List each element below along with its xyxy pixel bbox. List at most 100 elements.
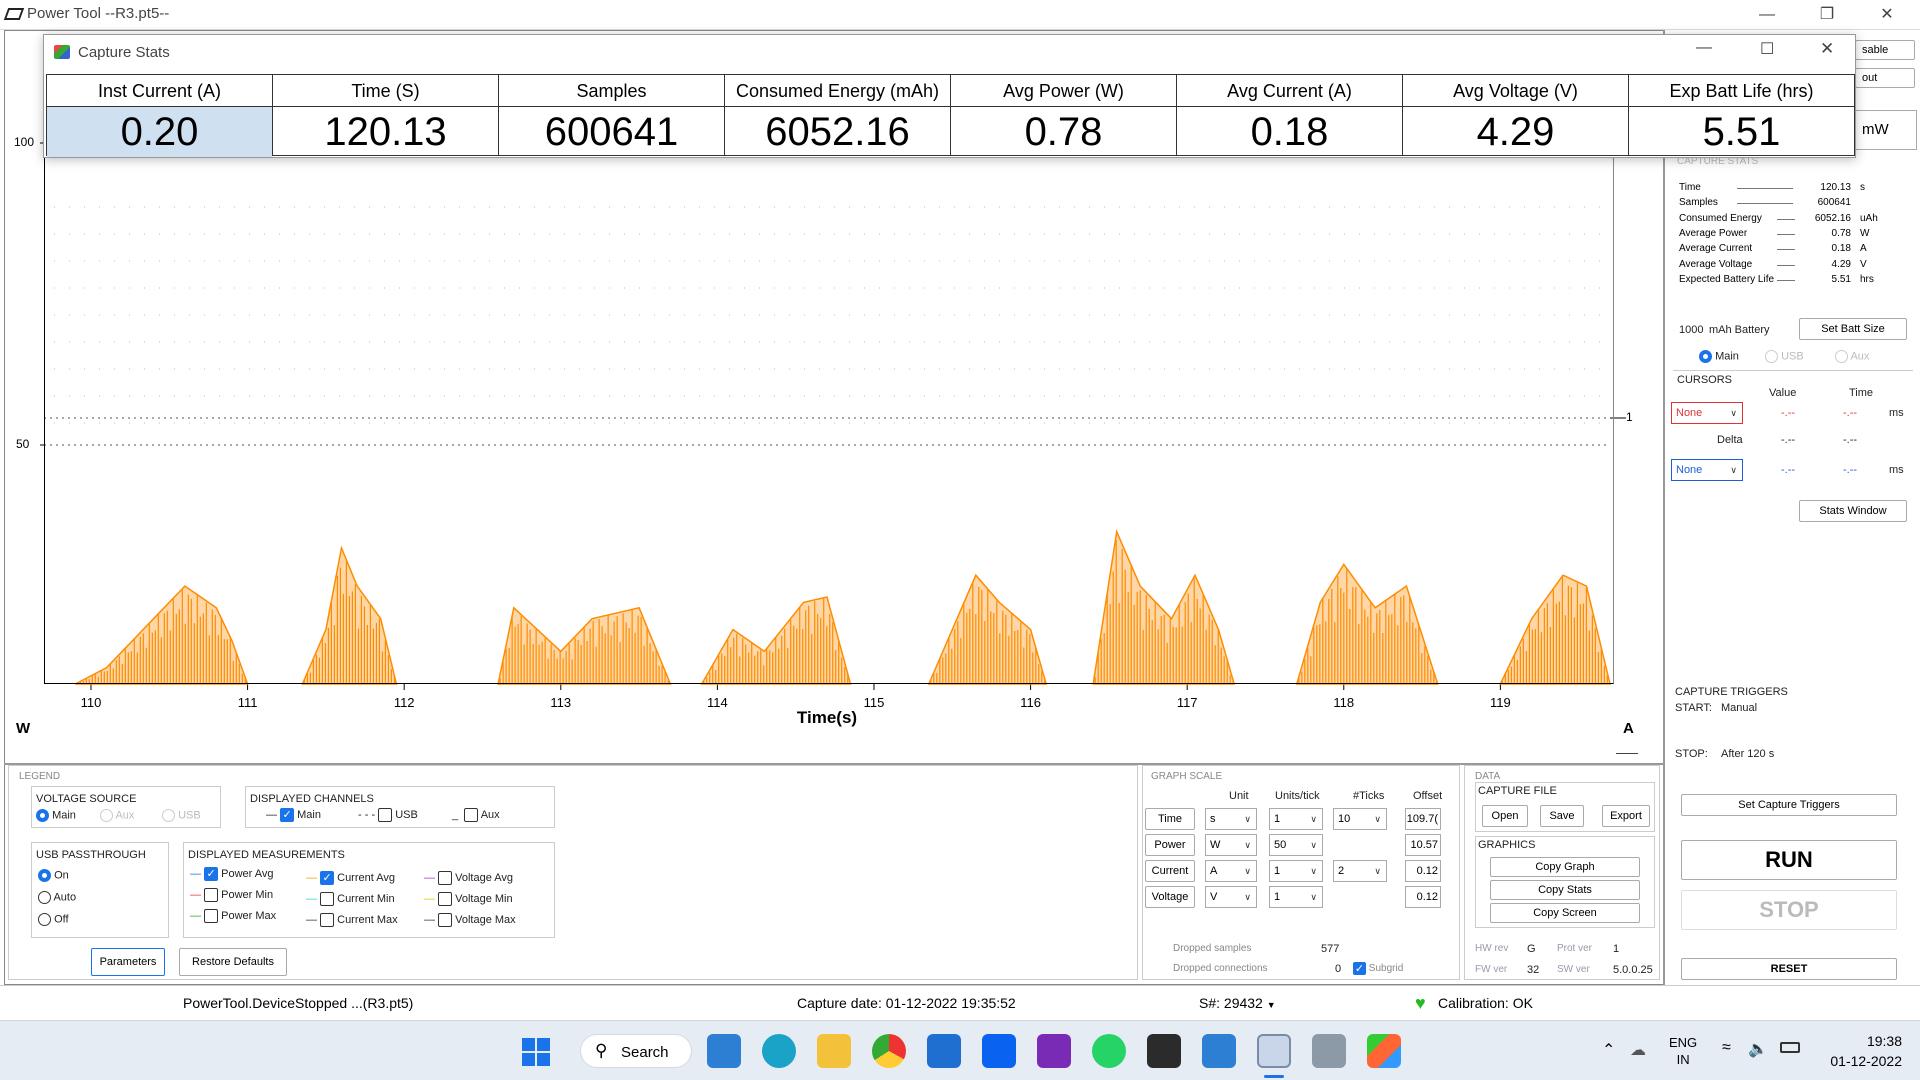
y-axis-label-50: 50 [16, 437, 30, 451]
volume-icon[interactable]: 🔈 [1748, 1041, 1768, 1058]
edge-icon[interactable] [762, 1034, 796, 1068]
vsrc-main[interactable]: Main [36, 809, 76, 822]
dropbox-icon[interactable] [982, 1034, 1016, 1068]
power-graph[interactable]: 110 111 112 113 114 115 116 117 118 119 Time(s) [30, 140, 1640, 740]
meas-voltage-min[interactable]: — Voltage Min [424, 892, 513, 906]
set-batt-size-button[interactable]: Set Batt Size [1799, 318, 1907, 340]
meas-power-min[interactable]: — Power Min [190, 888, 274, 902]
copy-stats-button[interactable]: Copy Stats [1490, 880, 1640, 900]
meas-voltage-avg[interactable]: — Voltage Avg [424, 871, 514, 885]
gs-units-tick-select[interactable]: 1 ∨ [1269, 808, 1323, 830]
chrome-icon[interactable] [872, 1034, 906, 1068]
file-explorer-icon[interactable] [817, 1034, 851, 1068]
minimize-icon[interactable]: — [1759, 6, 1775, 23]
channel-aux[interactable]: _ Aux [452, 808, 500, 822]
stats-value[interactable]: 6052.16 [765, 110, 910, 154]
gs-unit-select[interactable]: W ∨ [1205, 834, 1257, 856]
open-button[interactable]: Open [1482, 805, 1528, 827]
rp-source-aux[interactable]: Aux [1835, 350, 1869, 363]
rp-stat-unit: W [1860, 227, 1870, 239]
gs-unit-select[interactable]: V ∨ [1205, 886, 1257, 908]
meas-power-avg[interactable]: — ✓ Power Avg [190, 867, 274, 881]
meas-current-max[interactable]: — Current Max [306, 913, 398, 927]
rp-source-main[interactable]: Main [1699, 350, 1739, 363]
meas-current-avg[interactable]: — ✓ Current Avg [306, 871, 396, 885]
vsrc-aux[interactable]: Aux [100, 809, 134, 822]
stats-header: Consumed Energy (mAh) [725, 75, 950, 107]
usb-off[interactable]: Off [38, 913, 69, 926]
reset-button[interactable]: RESET [1681, 958, 1897, 980]
meas-current-min[interactable]: — Current Min [306, 892, 395, 906]
vsrc-usb[interactable]: USB [162, 809, 201, 822]
gs-offset-input[interactable]: 0.12 [1405, 886, 1441, 908]
gs-offset-input[interactable]: 109.7( [1405, 808, 1441, 830]
channel-main[interactable]: — ✓ Main [266, 808, 321, 822]
terminal-icon[interactable] [1147, 1034, 1181, 1068]
power-unit-display[interactable]: mW [1855, 110, 1917, 150]
gs-offset-input[interactable]: 0.12 [1405, 860, 1441, 882]
powertool-icon[interactable] [1257, 1034, 1291, 1068]
gs-ticks-select[interactable]: 10 ∨ [1333, 808, 1387, 830]
restore-defaults-button[interactable]: Restore Defaults [179, 948, 287, 976]
export-button[interactable]: Export [1602, 805, 1650, 827]
displayed-channels-group: DISPLAYED CHANNELS — ✓ Main - - - USB _ … [245, 786, 555, 828]
disable-button[interactable]: sable [1855, 40, 1915, 60]
copy-screen-button[interactable]: Copy Screen [1490, 903, 1640, 923]
stats-value[interactable]: 0.20 [47, 107, 272, 157]
stats-value[interactable]: 120.13 [324, 110, 447, 154]
meas-power-max[interactable]: — Power Max [190, 909, 277, 923]
run-button[interactable]: RUN [1681, 840, 1897, 880]
usb-on[interactable]: On [38, 869, 69, 882]
set-capture-triggers-button[interactable]: Set Capture Triggers [1681, 794, 1897, 816]
panel-splitter[interactable] [1616, 753, 1638, 754]
usb-auto[interactable]: Auto [38, 891, 76, 904]
meas-voltage-max[interactable]: — Voltage Max [424, 913, 516, 927]
stats-close-icon[interactable]: ✕ [1820, 39, 1835, 58]
parameters-button[interactable]: Parameters [91, 948, 165, 976]
stats-value[interactable]: 0.18 [1250, 110, 1329, 154]
vscode-icon[interactable] [707, 1034, 741, 1068]
serial-number[interactable]: S#: 29432 ▼ [1199, 995, 1276, 1011]
rp-source-usb[interactable]: USB [1765, 350, 1804, 363]
save-button[interactable]: Save [1540, 805, 1584, 827]
gs-units-tick-select[interactable]: 50 ∨ [1269, 834, 1323, 856]
output-button[interactable]: out [1855, 68, 1915, 88]
restore-icon[interactable]: ❐ [1819, 6, 1835, 23]
tray-chevron-icon[interactable]: ⌃ [1602, 1042, 1616, 1059]
gs-offset-input[interactable]: 10.57 [1405, 834, 1441, 856]
mail-icon[interactable] [927, 1034, 961, 1068]
wifi-icon[interactable]: ≈ [1722, 1039, 1731, 1056]
stats-value[interactable]: 4.29 [1476, 110, 1555, 154]
gs-units-tick-select[interactable]: 1 ∨ [1269, 886, 1323, 908]
notepad-icon[interactable] [1202, 1034, 1236, 1068]
onenote-icon[interactable] [1037, 1034, 1071, 1068]
language-indicator[interactable]: ENG IN [1669, 1035, 1698, 1067]
subgrid-toggle[interactable]: ✓ Subgrid [1353, 962, 1404, 975]
stats-maximize-icon[interactable]: ☐ [1760, 41, 1775, 58]
close-icon[interactable]: ✕ [1880, 6, 1894, 23]
copy-graph-button[interactable]: Copy Graph [1490, 857, 1640, 877]
battery-icon[interactable] [1780, 1042, 1800, 1053]
cursor1-select[interactable]: None ∨ [1671, 402, 1743, 424]
stats-window-button[interactable]: Stats Window [1799, 500, 1907, 522]
capture-stats-title: CAPTURE STATS [1677, 156, 1759, 167]
stats-minimize-icon[interactable]: — [1696, 39, 1712, 56]
gs-unit-select[interactable]: s ∨ [1205, 808, 1257, 830]
whatsapp-icon[interactable] [1092, 1034, 1126, 1068]
windows-start-icon[interactable] [522, 1038, 550, 1066]
chevron-down-icon: ∨ [1374, 814, 1381, 824]
taskbar-search[interactable]: ⚲ Search [580, 1034, 692, 1068]
gs-ticks-select[interactable]: 2 ∨ [1333, 860, 1387, 882]
kite-icon[interactable] [1367, 1034, 1401, 1068]
app-stack-icon[interactable] [1312, 1034, 1346, 1068]
stats-value[interactable]: 0.78 [1024, 110, 1103, 154]
cursor2-select[interactable]: None ∨ [1671, 459, 1743, 481]
stats-value[interactable]: 600641 [544, 110, 679, 154]
stats-value[interactable]: 5.51 [1702, 110, 1781, 154]
gs-unit-select[interactable]: A ∨ [1205, 860, 1257, 882]
channel-usb[interactable]: - - - USB [358, 808, 418, 822]
cloud-icon[interactable]: ☁ [1630, 1042, 1646, 1059]
stop-button[interactable]: STOP [1681, 890, 1897, 930]
gs-units-tick-select[interactable]: 1 ∨ [1269, 860, 1323, 882]
clock[interactable]: 19:38 01-12-2022 [1830, 1033, 1902, 1069]
